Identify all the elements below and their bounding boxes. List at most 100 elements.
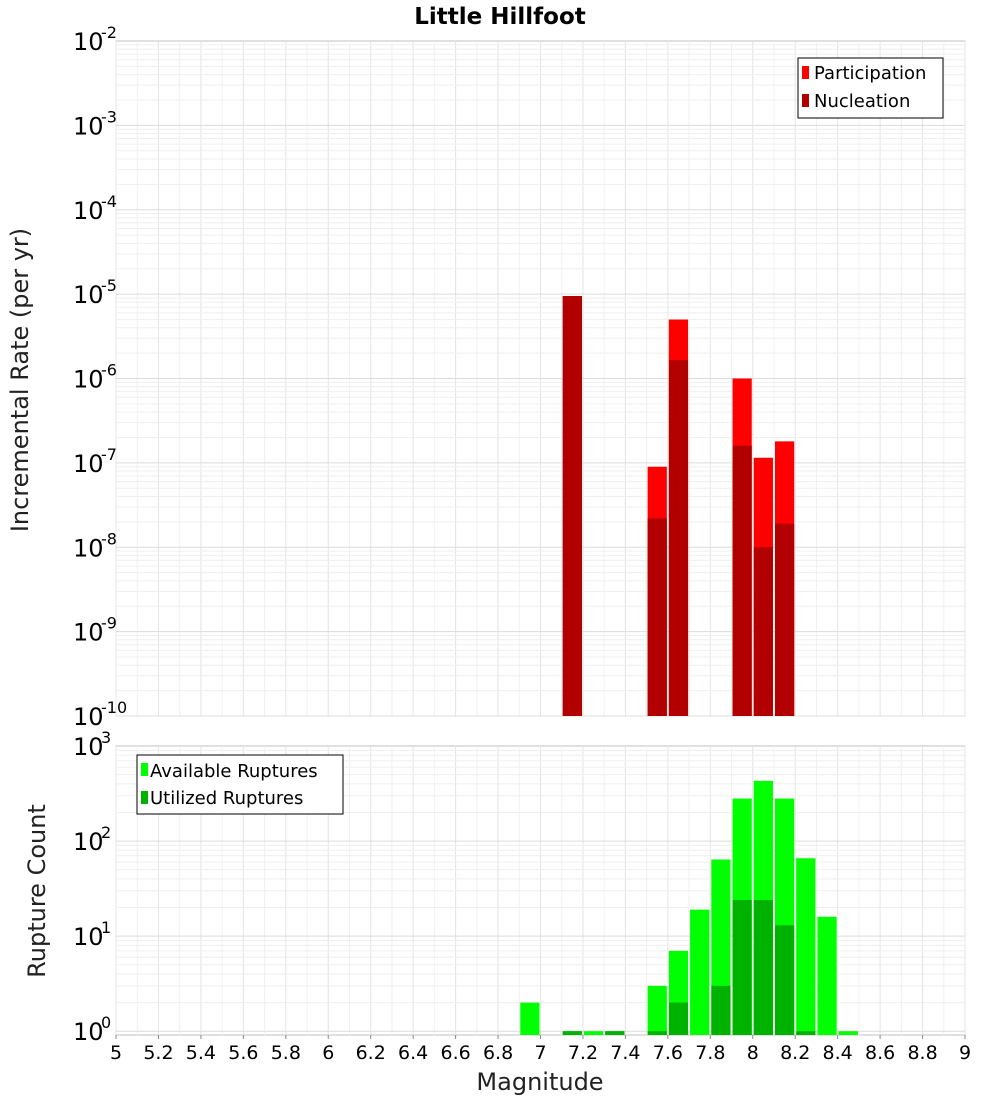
rupture-count-bars xyxy=(520,780,858,1035)
nucleation-bar xyxy=(753,547,773,716)
x-tick-label: 6.2 xyxy=(356,1042,386,1064)
y-tick-label: 10-10 xyxy=(73,698,127,731)
y-tick-label: 10-2 xyxy=(73,23,117,56)
y-tick-label: 10-8 xyxy=(73,529,117,562)
available-ruptures-legend-label: Available Ruptures xyxy=(150,761,318,782)
nucleation-bar xyxy=(562,296,582,716)
y-tick-base: 10 xyxy=(73,28,104,56)
available-ruptures-bar xyxy=(520,1002,540,1035)
utilized-ruptures-bar xyxy=(774,925,795,1035)
y-tick-base: 10 xyxy=(73,828,104,856)
y-tick-base: 10 xyxy=(73,112,104,140)
y-tick-exponent: -6 xyxy=(101,361,117,380)
participation-legend-label: Participation xyxy=(814,63,926,84)
x-tick-label: 8 xyxy=(747,1042,759,1064)
y-tick-exponent: 1 xyxy=(101,918,111,937)
y-tick-label: 10-7 xyxy=(73,445,117,478)
rate-y-axis-label: Incremental Rate (per yr) xyxy=(6,228,34,532)
y-tick-label: 10-3 xyxy=(73,107,117,140)
available-ruptures-bar xyxy=(690,909,710,1035)
y-tick-label: 102 xyxy=(73,823,111,856)
y-tick-base: 10 xyxy=(73,733,104,761)
x-tick-label: 7.6 xyxy=(653,1042,683,1064)
x-tick-label: 5.4 xyxy=(186,1042,216,1064)
magnitude-tick-labels: 5 5.2 5.4 5.6 5.8 6 6.2 6.4 6.6 6.8 7 7.2 7.4 7.6 7.8 8… xyxy=(110,1035,971,1064)
y-tick-base: 10 xyxy=(73,923,104,951)
rupture-count-legend: Available Ruptures Utilized Ruptures xyxy=(136,754,344,815)
nucleation-legend-label: Nucleation xyxy=(814,91,910,112)
available-ruptures-bar xyxy=(838,1031,858,1035)
utilized-ruptures-bar xyxy=(796,1031,816,1035)
available-ruptures-legend-swatch xyxy=(141,763,148,776)
y-tick-label: 10-6 xyxy=(73,361,117,394)
available-ruptures-bar xyxy=(583,1031,604,1035)
utilized-ruptures-bar xyxy=(562,1031,582,1035)
y-tick-exponent: -3 xyxy=(101,107,117,126)
x-tick-label: 7.8 xyxy=(695,1042,725,1064)
y-tick-exponent: -2 xyxy=(101,23,117,42)
magnitude-axis-label: Magnitude xyxy=(476,1068,603,1096)
nucleation-bar xyxy=(774,523,795,716)
utilized-ruptures-legend-swatch xyxy=(141,791,148,804)
x-tick-label: 5.6 xyxy=(228,1042,258,1064)
y-tick-base: 10 xyxy=(73,703,104,731)
y-tick-label: 10-4 xyxy=(73,192,117,225)
y-tick-label: 100 xyxy=(73,1013,111,1046)
available-ruptures-bar xyxy=(796,858,816,1035)
x-tick-label: 5.8 xyxy=(271,1042,301,1064)
y-tick-exponent: -5 xyxy=(101,276,117,295)
nucleation-bar xyxy=(647,518,667,716)
rate-gridlines xyxy=(115,41,966,717)
x-tick-label: 6.4 xyxy=(398,1042,428,1064)
y-tick-exponent: 0 xyxy=(101,1013,111,1032)
x-tick-label: 8.6 xyxy=(865,1042,895,1064)
rate-bars xyxy=(562,296,795,716)
utilized-ruptures-bar xyxy=(711,985,731,1035)
y-tick-exponent: -4 xyxy=(101,192,117,211)
rate-legend-box xyxy=(797,57,944,119)
x-tick-label: 8.4 xyxy=(823,1042,853,1064)
y-tick-base: 10 xyxy=(73,281,104,309)
rate-legend: Participation Nucleation xyxy=(797,57,944,119)
y-tick-base: 10 xyxy=(73,450,104,478)
y-tick-exponent: -7 xyxy=(101,445,117,464)
x-tick-label: 6 xyxy=(322,1042,334,1064)
y-tick-exponent: 2 xyxy=(101,823,111,842)
utilized-ruptures-bar xyxy=(732,899,752,1035)
x-tick-label: 7.4 xyxy=(610,1042,640,1064)
x-tick-label: 9 xyxy=(959,1042,971,1064)
y-tick-exponent: -10 xyxy=(101,698,127,717)
y-tick-base: 10 xyxy=(73,197,104,225)
x-tick-label: 8.8 xyxy=(907,1042,937,1064)
utilized-ruptures-legend-label: Utilized Ruptures xyxy=(150,788,303,809)
y-tick-label: 103 xyxy=(73,728,111,761)
y-tick-exponent: -9 xyxy=(101,614,117,633)
nucleation-bar xyxy=(732,445,752,716)
y-tick-exponent: -8 xyxy=(101,529,117,548)
rupture-count-legend-box xyxy=(136,754,344,815)
participation-legend-swatch xyxy=(802,66,809,79)
available-ruptures-bar xyxy=(817,916,837,1035)
y-tick-base: 10 xyxy=(73,366,104,394)
x-tick-label: 5.2 xyxy=(143,1042,173,1064)
utilized-ruptures-bar xyxy=(753,899,773,1035)
x-tick-label: 7 xyxy=(534,1042,546,1064)
x-tick-label: 8.2 xyxy=(780,1042,810,1064)
y-tick-base: 10 xyxy=(73,534,104,562)
y-tick-base: 10 xyxy=(73,619,104,647)
available-ruptures-bar xyxy=(647,985,667,1035)
y-tick-exponent: 3 xyxy=(101,728,111,747)
x-tick-label: 5 xyxy=(110,1042,122,1064)
y-tick-label: 10-9 xyxy=(73,614,117,647)
utilized-ruptures-bar xyxy=(668,1002,689,1035)
x-tick-label: 6.6 xyxy=(440,1042,470,1064)
y-tick-label: 101 xyxy=(73,918,111,951)
y-tick-base: 10 xyxy=(73,1018,104,1046)
utilized-ruptures-bar xyxy=(647,1031,667,1035)
utilized-ruptures-bar xyxy=(605,1031,625,1035)
